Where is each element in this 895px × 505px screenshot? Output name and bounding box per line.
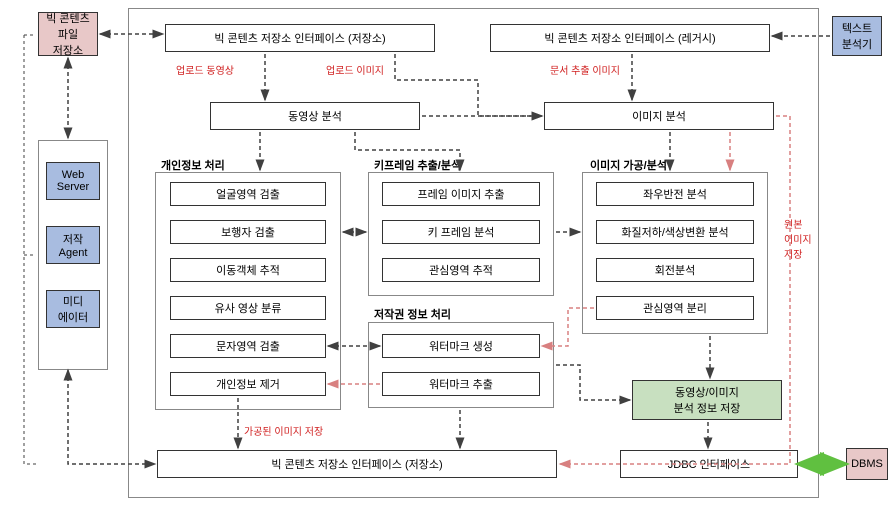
watermark-create-box: 워터마크 생성 [382, 334, 540, 358]
author-agent-box: 저작 Agent [46, 226, 100, 264]
original-image-save-label: 원본 이미지 저장 [784, 216, 812, 261]
web-server-box: Web Server [46, 162, 100, 200]
keyframe-group-title: 키프레임 추출/분석 [374, 157, 461, 173]
moving-obj-track-box: 이동객체 추적 [170, 258, 326, 282]
jdbc-if-box: JDBC 인터페이스 [620, 450, 798, 478]
file-storage-ext: 빅 콘텐츠 파일 저장소 [38, 12, 98, 56]
face-detect-box: 얼굴영역 검출 [170, 182, 326, 206]
media-storage-box: 동영상/이미지 분석 정보 저장 [632, 380, 782, 420]
pedestrian-detect-box: 보행자 검출 [170, 220, 326, 244]
video-analysis-box: 동영상 분석 [210, 102, 420, 130]
quality-color-analysis-box: 화질저하/색상변환 분석 [596, 220, 754, 244]
similar-video-classify-box: 유사 영상 분류 [170, 296, 326, 320]
privacy-group-title: 개인정보 처리 [161, 157, 225, 173]
storage-if-legacy: 빅 콘텐츠 저장소 인터페이스 (레거시) [490, 24, 770, 52]
upload-image-label: 업로드 이미지 [326, 62, 384, 77]
keyframe-analysis-box: 키 프레임 분석 [382, 220, 540, 244]
text-analyzer-ext: 텍스트 분석기 [832, 16, 882, 56]
doc-extract-image-label: 문서 추출 이미지 [550, 62, 620, 77]
watermark-extract-box: 워터마크 추출 [382, 372, 540, 396]
copyright-group-title: 저작권 정보 처리 [374, 306, 451, 322]
mediator-box: 미디 에이터 [46, 290, 100, 328]
roi-track-box: 관심영역 추적 [382, 258, 540, 282]
upload-video-label: 업로드 동영상 [176, 62, 234, 77]
processed-image-save-label: 가공된 이미지 저장 [244, 423, 323, 438]
flip-analysis-box: 좌우반전 분석 [596, 182, 754, 206]
storage-if-bottom: 빅 콘텐츠 저장소 인터페이스 (저장소) [157, 450, 557, 478]
privacy-remove-box: 개인정보 제거 [170, 372, 326, 396]
storage-if-store: 빅 콘텐츠 저장소 인터페이스 (저장소) [165, 24, 435, 52]
roi-separate-box: 관심영역 분리 [596, 296, 754, 320]
dbms-ext: DBMS [846, 448, 888, 480]
image-analysis-box: 이미지 분석 [544, 102, 774, 130]
rotation-analysis-box: 회전분석 [596, 258, 754, 282]
text-region-detect-box: 문자영역 검출 [170, 334, 326, 358]
image-proc-group-title: 이미지 가공/분석 [590, 157, 667, 173]
frame-extract-box: 프레임 이미지 추출 [382, 182, 540, 206]
